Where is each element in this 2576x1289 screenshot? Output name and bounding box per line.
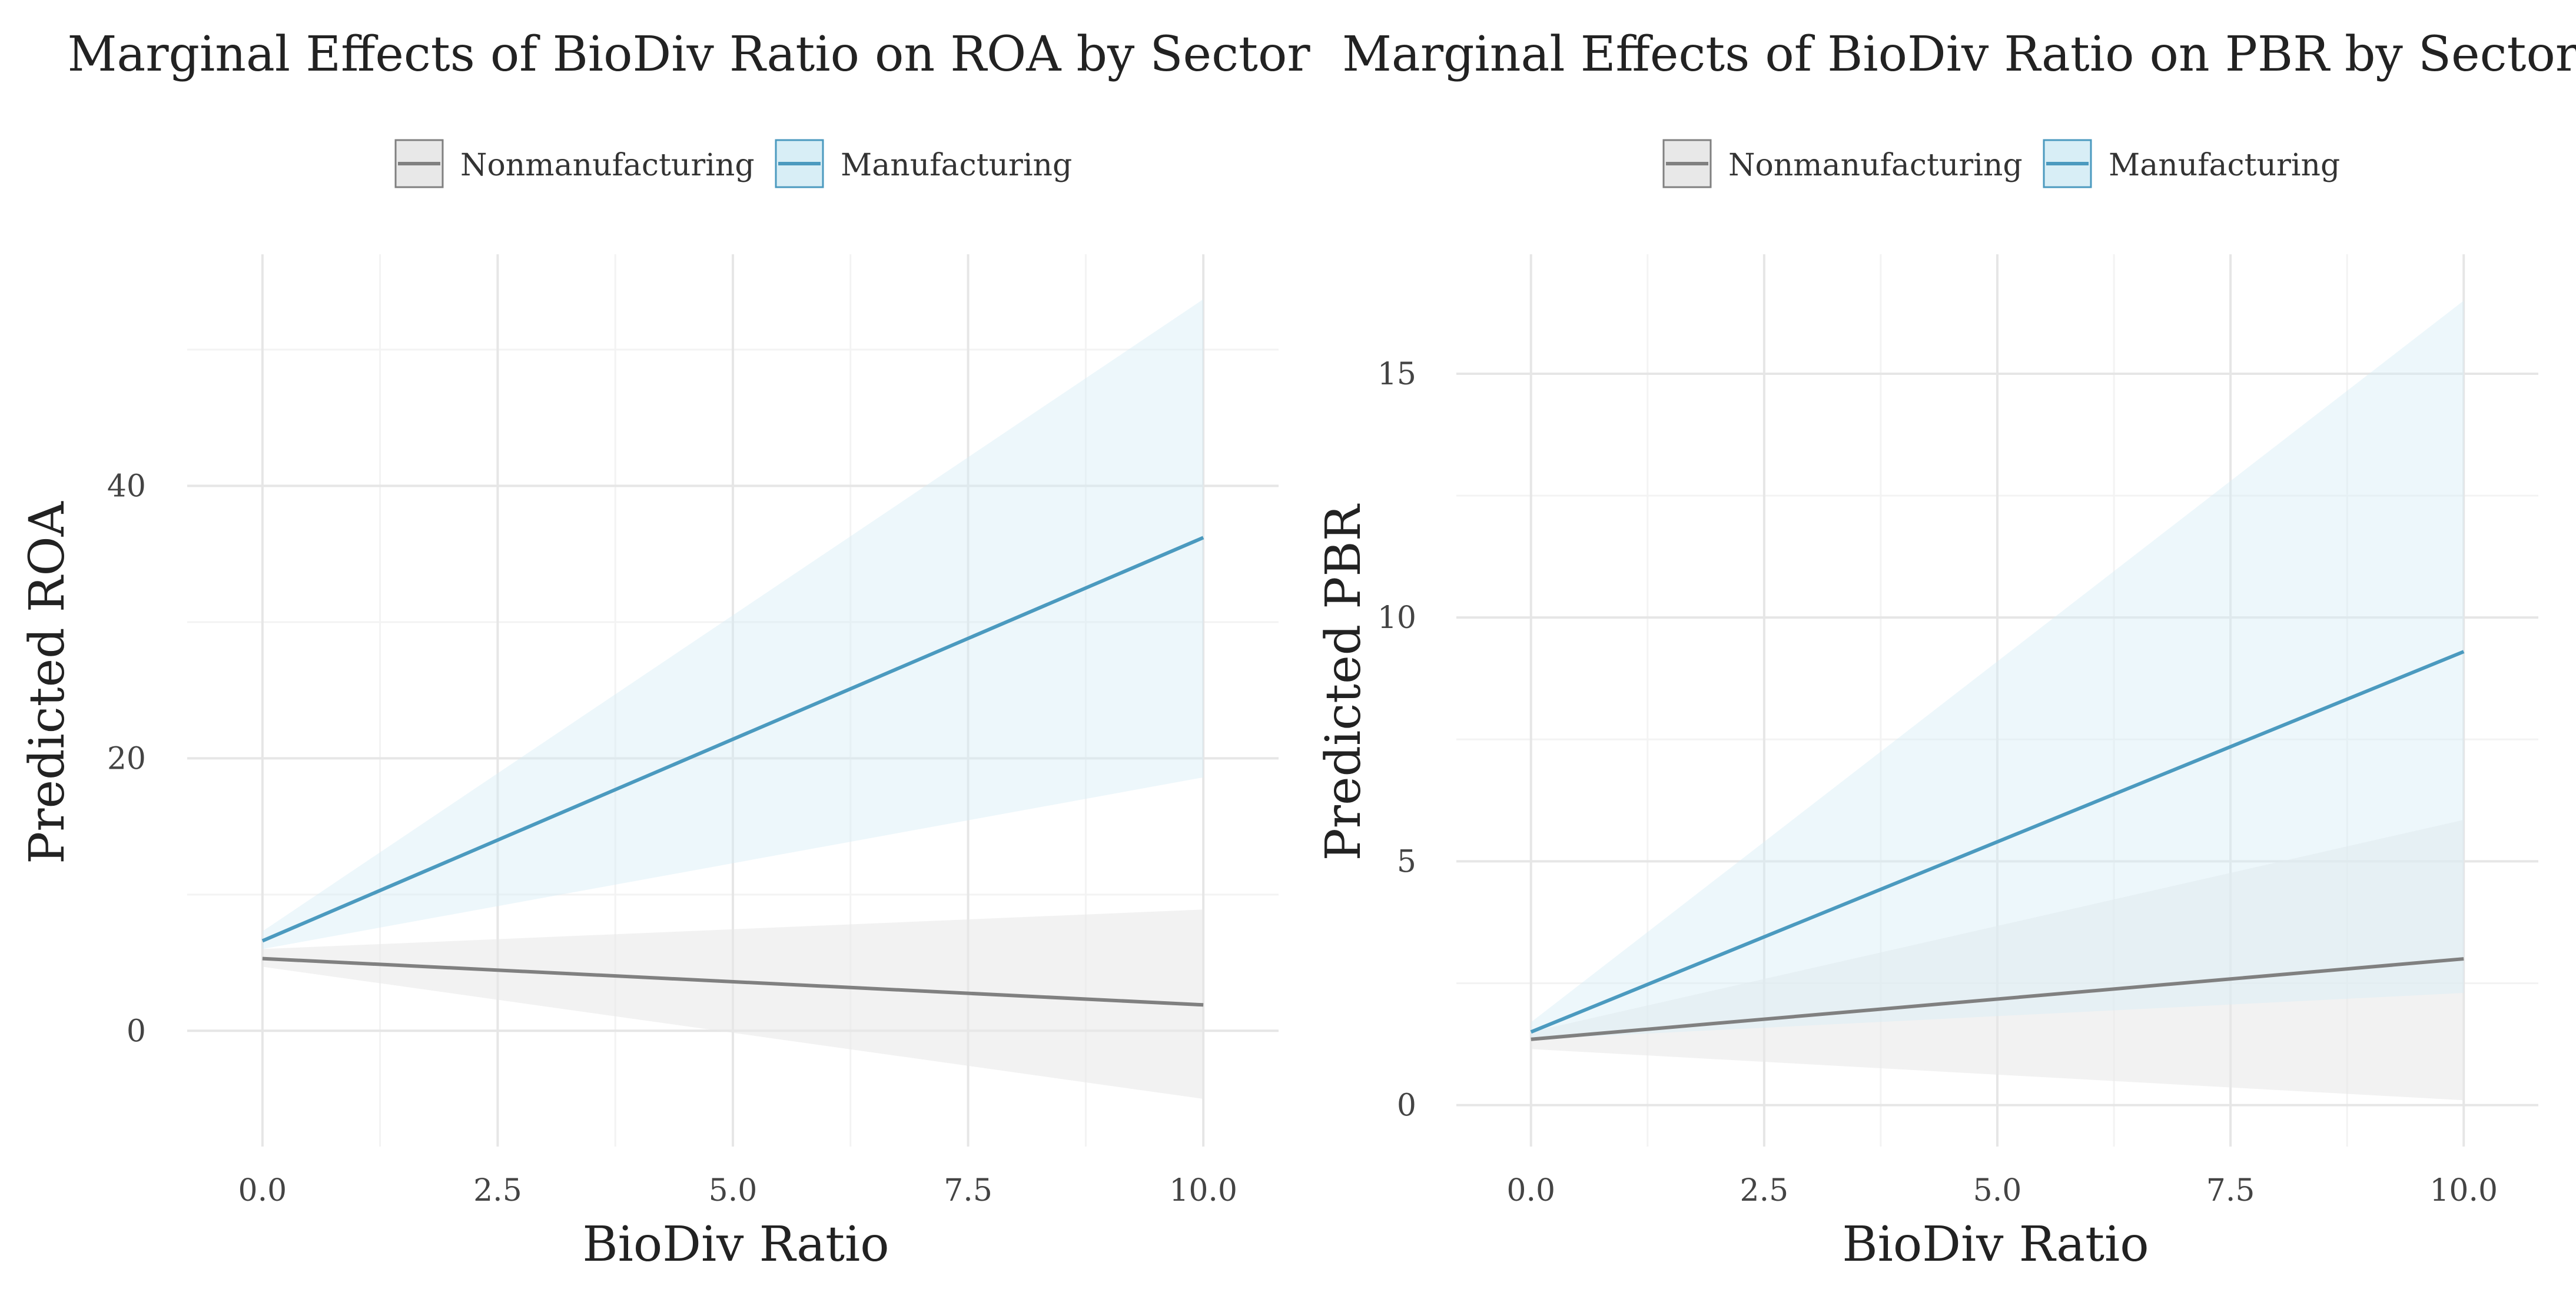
series-line-nonmanufacturing xyxy=(1531,957,2464,1041)
y-tick-labels: 0 20 40 xyxy=(107,469,146,1049)
x-tick-labels: 0.0 2.5 5.0 7.5 10.0 xyxy=(1506,1173,2498,1208)
y-tick-labels: 0 5 10 15 xyxy=(1377,357,1416,1124)
series-line-nonmanufacturing xyxy=(262,956,1204,1007)
legend-item-nonmanufacturing: Nonmanufacturing xyxy=(394,139,755,188)
x-tick-label: 2.5 xyxy=(473,1173,522,1208)
legend-label-nonmanufacturing: Nonmanufacturing xyxy=(1728,148,2023,183)
series-lines xyxy=(261,536,1204,1007)
legend-label-nonmanufacturing: Nonmanufacturing xyxy=(460,148,755,183)
y-tick-label: 20 xyxy=(107,741,146,776)
y-tick-label: 5 xyxy=(1397,844,1416,879)
panel-roa: Marginal Effects of BioDiv Ratio on ROA … xyxy=(19,26,1310,1273)
series-lines xyxy=(1530,650,2465,1041)
confidence-band-manufacturing xyxy=(262,299,1204,949)
confidence-bands xyxy=(1531,300,2464,1101)
x-tick-label: 0.0 xyxy=(1506,1173,1555,1208)
y-tick-label: 0 xyxy=(127,1014,146,1049)
y-axis-label: Predicted ROA xyxy=(19,500,75,864)
series-line-manufacturing xyxy=(1530,650,2465,1034)
legend-label-manufacturing: Manufacturing xyxy=(2109,148,2340,183)
x-tick-label: 10.0 xyxy=(2429,1173,2498,1208)
confidence-band-nonmanufacturing xyxy=(1531,819,2464,1101)
confidence-bands xyxy=(262,299,1204,1099)
chart-title: Marginal Effects of BioDiv Ratio on ROA … xyxy=(67,26,1310,82)
x-tick-labels: 0.0 2.5 5.0 7.5 10.0 xyxy=(238,1173,1238,1208)
x-tick-label: 7.5 xyxy=(2206,1173,2255,1208)
y-tick-label: 0 xyxy=(1397,1088,1416,1124)
x-tick-label: 10.0 xyxy=(1169,1173,1237,1208)
x-tick-label: 2.5 xyxy=(1740,1173,1789,1208)
x-axis-label: BioDiv Ratio xyxy=(1842,1217,2149,1273)
panel-pbr: Marginal Effects of BioDiv Ratio on PBR … xyxy=(1316,26,2576,1273)
legend-item-manufacturing: Manufacturing xyxy=(2043,139,2340,188)
legend-item-nonmanufacturing: Nonmanufacturing xyxy=(1662,139,2023,188)
legend-label-manufacturing: Manufacturing xyxy=(841,148,1072,183)
legend: Nonmanufacturing Manufacturing xyxy=(1662,139,2340,188)
x-tick-label: 0.0 xyxy=(238,1173,287,1208)
y-tick-label: 15 xyxy=(1377,357,1416,392)
legend-item-manufacturing: Manufacturing xyxy=(775,139,1072,188)
chart-title: Marginal Effects of BioDiv Ratio on PBR … xyxy=(1342,26,2576,82)
confidence-band-manufacturing xyxy=(1531,300,2464,1039)
confidence-band-nonmanufacturing xyxy=(262,909,1204,1099)
grid-major xyxy=(1456,254,2538,1147)
x-tick-label: 5.0 xyxy=(1973,1173,2022,1208)
series-line-manufacturing xyxy=(261,536,1204,943)
y-axis-label: Predicted PBR xyxy=(1316,503,1372,861)
y-tick-label: 40 xyxy=(107,469,146,504)
y-tick-label: 10 xyxy=(1377,600,1416,636)
legend: Nonmanufacturing Manufacturing xyxy=(394,139,1072,188)
x-tick-label: 7.5 xyxy=(944,1173,992,1208)
x-axis-label: BioDiv Ratio xyxy=(582,1217,889,1273)
x-tick-label: 5.0 xyxy=(709,1173,758,1208)
